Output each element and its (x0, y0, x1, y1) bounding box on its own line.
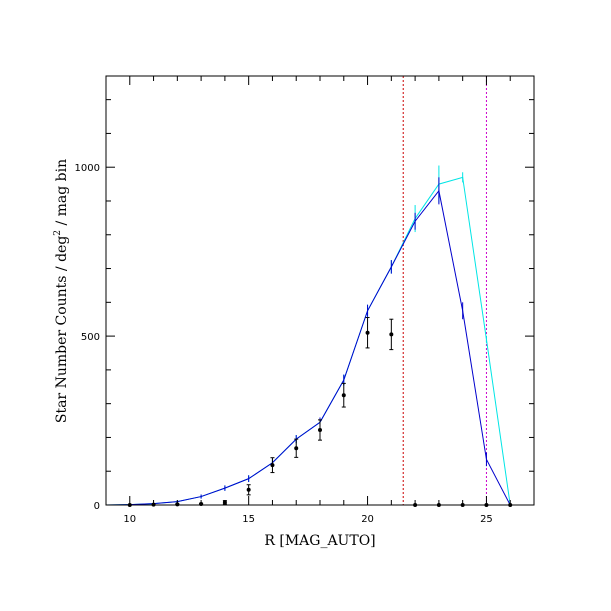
x-tick-label: 10 (123, 514, 136, 525)
series-line (105, 189, 511, 506)
x-tick-label: 15 (242, 514, 255, 525)
plot-frame (105, 75, 535, 506)
axes: 10 15 20 25 0 500 1000 (75, 75, 535, 525)
data-point (341, 393, 346, 398)
y-axis-label-rest: / mag bin (54, 159, 70, 230)
vertical-lines (402, 76, 487, 505)
y-tick-label: 500 (81, 332, 100, 343)
data-point (246, 487, 251, 492)
series-2 (127, 317, 513, 507)
x-tick-label: 25 (480, 514, 493, 525)
x-tick-label: 20 (361, 514, 374, 525)
y-axis-label-main: Star Number Counts / deg (54, 236, 70, 423)
y-axis-label: Star Number Counts / deg2 / mag bin (53, 159, 70, 423)
x-axis-label: R [MAG_AUTO] (264, 533, 375, 549)
series-line (105, 176, 511, 506)
y-tick-label: 1000 (75, 163, 100, 174)
data-point (294, 446, 299, 451)
y-tick-label: 0 (94, 501, 100, 512)
data-point (270, 463, 275, 468)
data-point (365, 330, 370, 335)
y-axis-label-sup: 2 (53, 230, 63, 236)
data-point (318, 428, 322, 433)
series-layer (105, 165, 513, 507)
data-point (389, 332, 394, 337)
series-0 (105, 165, 511, 506)
series-1 (105, 177, 511, 506)
